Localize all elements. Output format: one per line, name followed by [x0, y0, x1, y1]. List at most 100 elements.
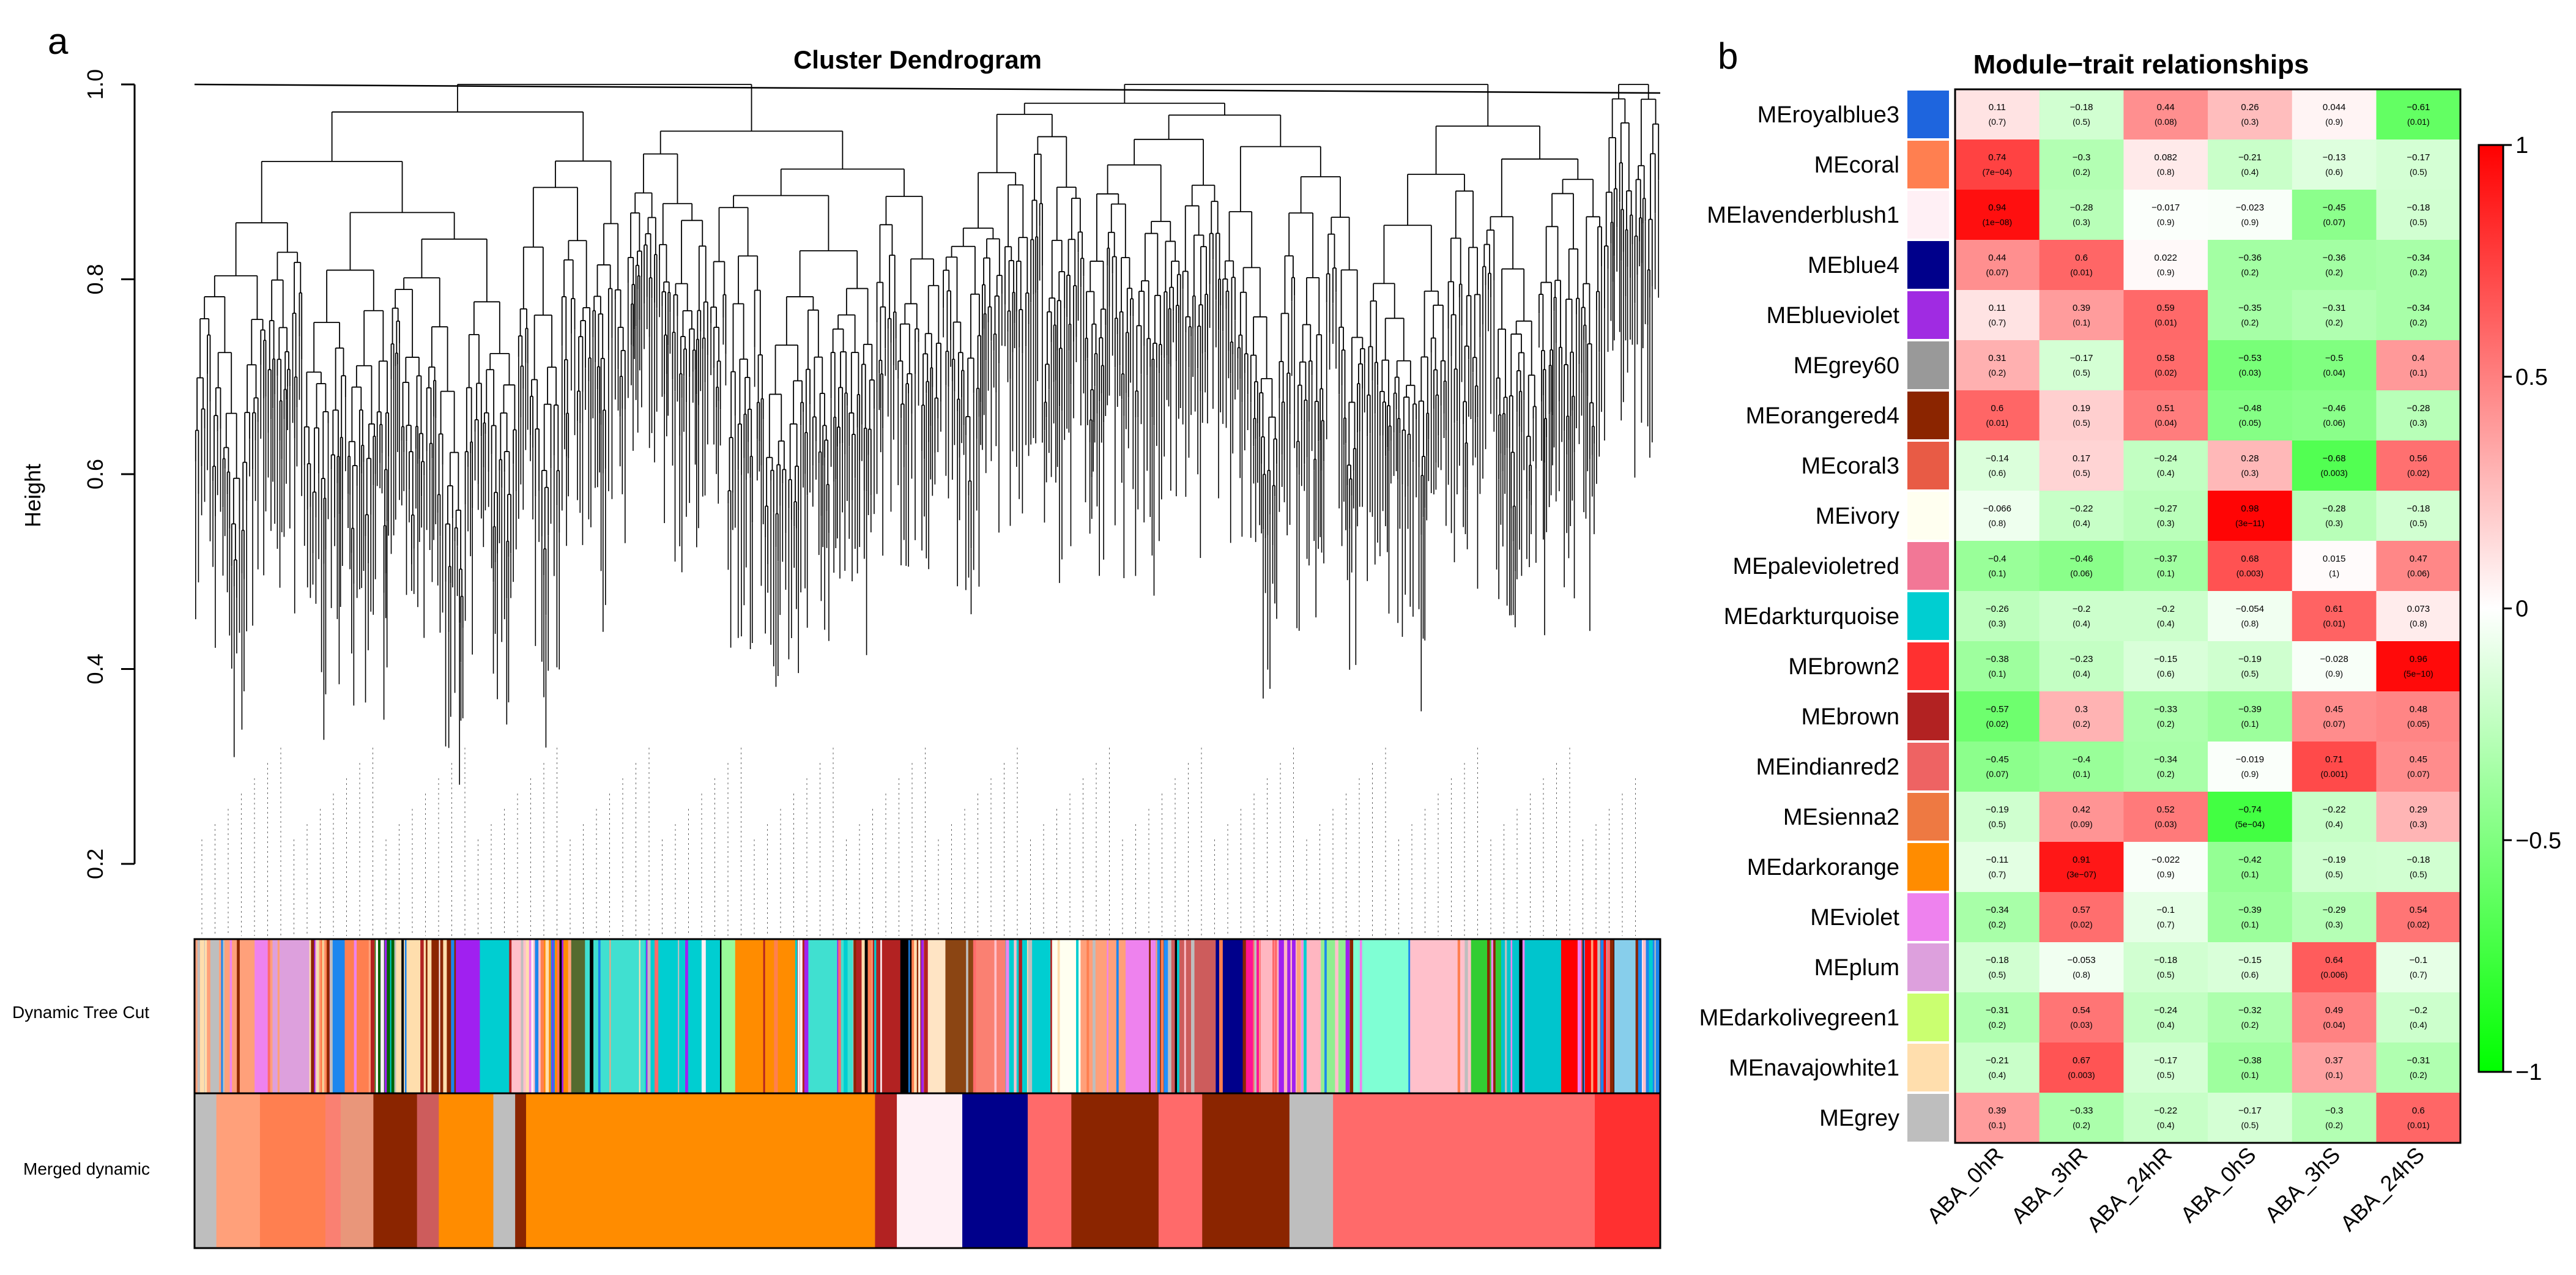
heatmap-cell [2292, 842, 2377, 893]
p-value: (0.4) [2157, 468, 2175, 478]
heatmap-cell [1955, 641, 2040, 692]
correlation-value: −0.68 [2323, 453, 2346, 464]
module-name-label: MElavenderblush1 [1707, 203, 1899, 228]
correlation-value: 0.58 [2157, 353, 2175, 363]
heatmap-cell [2123, 742, 2208, 792]
dynamic-module-segment [735, 939, 796, 1093]
module-color-swatch [1907, 91, 1949, 138]
dynamic-module-stripe [1505, 939, 1507, 1093]
correlation-value: 0.64 [2325, 955, 2343, 965]
heatmap-cell [2376, 1093, 2461, 1143]
trait-column-label: ABA_0hR [1922, 1142, 2008, 1229]
heatmap-cell [2039, 190, 2124, 240]
p-value: (0.02) [2407, 468, 2430, 478]
dynamic-module-stripe [277, 939, 280, 1093]
heatmap-cell [2208, 240, 2293, 291]
merged-module-segment [417, 1093, 439, 1248]
correlation-value: 0.29 [2410, 805, 2427, 815]
p-value: (0.01) [2155, 318, 2177, 327]
p-value: (0.1) [2241, 719, 2259, 729]
correlation-value: −0.054 [2236, 604, 2264, 614]
module-color-swatch [1907, 1044, 1949, 1091]
p-value: (0.5) [1988, 970, 2006, 979]
heatmap-column-labels: ABA_0hRABA_3hRABA_24hRABA_0hSABA_3hSABA_… [1922, 1142, 2429, 1237]
correlation-value: −0.1 [2156, 905, 2175, 915]
heatmap-cell [2208, 290, 2293, 341]
panel-b-label: b [1718, 35, 1738, 76]
p-value: (3e−07) [2066, 869, 2096, 879]
merged-module-segment [1071, 1093, 1159, 1248]
correlation-value: 0.56 [2410, 453, 2427, 464]
p-value: (0.1) [2241, 920, 2259, 929]
dynamic-module-stripe [376, 939, 379, 1093]
dynamic-module-stripe [1296, 939, 1301, 1093]
correlation-value: −0.34 [1986, 905, 2009, 915]
dynamic-module-stripe [655, 939, 659, 1093]
p-value: (0.5) [2073, 368, 2090, 377]
p-value: (0.5) [2241, 669, 2259, 678]
heatmap-cell [2292, 892, 2377, 943]
heatmap-cell [2039, 491, 2124, 541]
correlation-value: −0.39 [2238, 704, 2262, 715]
module-color-swatch [1907, 642, 1949, 690]
heatmap-cell [2292, 240, 2377, 291]
correlation-value: 0.26 [2241, 102, 2259, 113]
merged-module-segment [525, 1093, 876, 1248]
p-value: (0.2) [1988, 1020, 2006, 1030]
module-name-label: MEplum [1814, 955, 1899, 981]
correlation-value: −0.35 [2238, 303, 2262, 313]
dynamic-module-stripe [994, 939, 997, 1093]
heatmap-cell [2376, 390, 2461, 441]
dynamic-module-stripe [451, 939, 455, 1093]
dynamic-module-stripe [1649, 939, 1653, 1093]
dynamic-module-stripe [911, 939, 915, 1093]
p-value: (0.02) [1986, 719, 2009, 729]
correlation-value: −0.3 [2325, 1106, 2344, 1116]
correlation-value: −0.46 [2323, 403, 2346, 414]
correlation-value: −0.38 [1986, 654, 2009, 664]
heatmap-cell [2376, 139, 2461, 190]
correlation-value: −0.61 [2407, 102, 2430, 113]
p-value: (0.8) [2157, 167, 2175, 177]
dynamic-module-stripe [553, 939, 555, 1093]
heatmap-cell [2039, 792, 2124, 842]
correlation-value: −0.32 [2238, 1005, 2262, 1016]
dynamic-module-stripe [1160, 939, 1164, 1093]
dynamic-module-stripe [525, 939, 529, 1093]
p-value: (0.2) [2325, 318, 2343, 327]
dynamic-module-stripe [678, 939, 680, 1093]
p-value: (5e−04) [2235, 819, 2265, 829]
heatmap-cell [2123, 240, 2208, 291]
merged-module-segment [195, 1093, 217, 1248]
dynamic-module-stripe [401, 939, 404, 1093]
heatmap-cell [2208, 842, 2293, 893]
dynamic-module-stripe [1642, 939, 1646, 1093]
p-value: (0.07) [2323, 719, 2345, 729]
correlation-value: −0.2 [2410, 1005, 2428, 1016]
module-name-label: MEsienna2 [1783, 805, 1899, 830]
p-value: (0.03) [2155, 819, 2177, 829]
dynamic-module-stripe [325, 939, 328, 1093]
p-value: (0.1) [2241, 1070, 2259, 1080]
p-value: (0.5) [2073, 117, 2090, 127]
legend-tick-label: 0 [2515, 597, 2528, 622]
heatmap-cell [2208, 742, 2293, 792]
heatmap-cell [2208, 691, 2293, 742]
dynamic-module-stripe [646, 939, 648, 1093]
correlation-value: −0.53 [2238, 353, 2262, 363]
dynamic-module-stripe [540, 939, 544, 1093]
correlation-value: 0.71 [2325, 754, 2343, 765]
dynamic-module-stripe [1606, 939, 1611, 1093]
correlation-value: 0.47 [2410, 554, 2427, 564]
p-value: (0.8) [2241, 619, 2259, 628]
module-color-swatch [1907, 442, 1949, 489]
correlation-value: −0.19 [1986, 805, 2009, 815]
p-value: (0.003) [2068, 1070, 2095, 1080]
module-color-swatch [1907, 341, 1949, 389]
correlation-value: 0.11 [1989, 303, 2006, 313]
p-value: (0.3) [2410, 418, 2427, 428]
heatmap-cell [2208, 139, 2293, 190]
dynamic-module-stripe [384, 939, 387, 1093]
dynamic-module-stripe [218, 939, 223, 1093]
correlation-value: 0.022 [2154, 253, 2177, 263]
